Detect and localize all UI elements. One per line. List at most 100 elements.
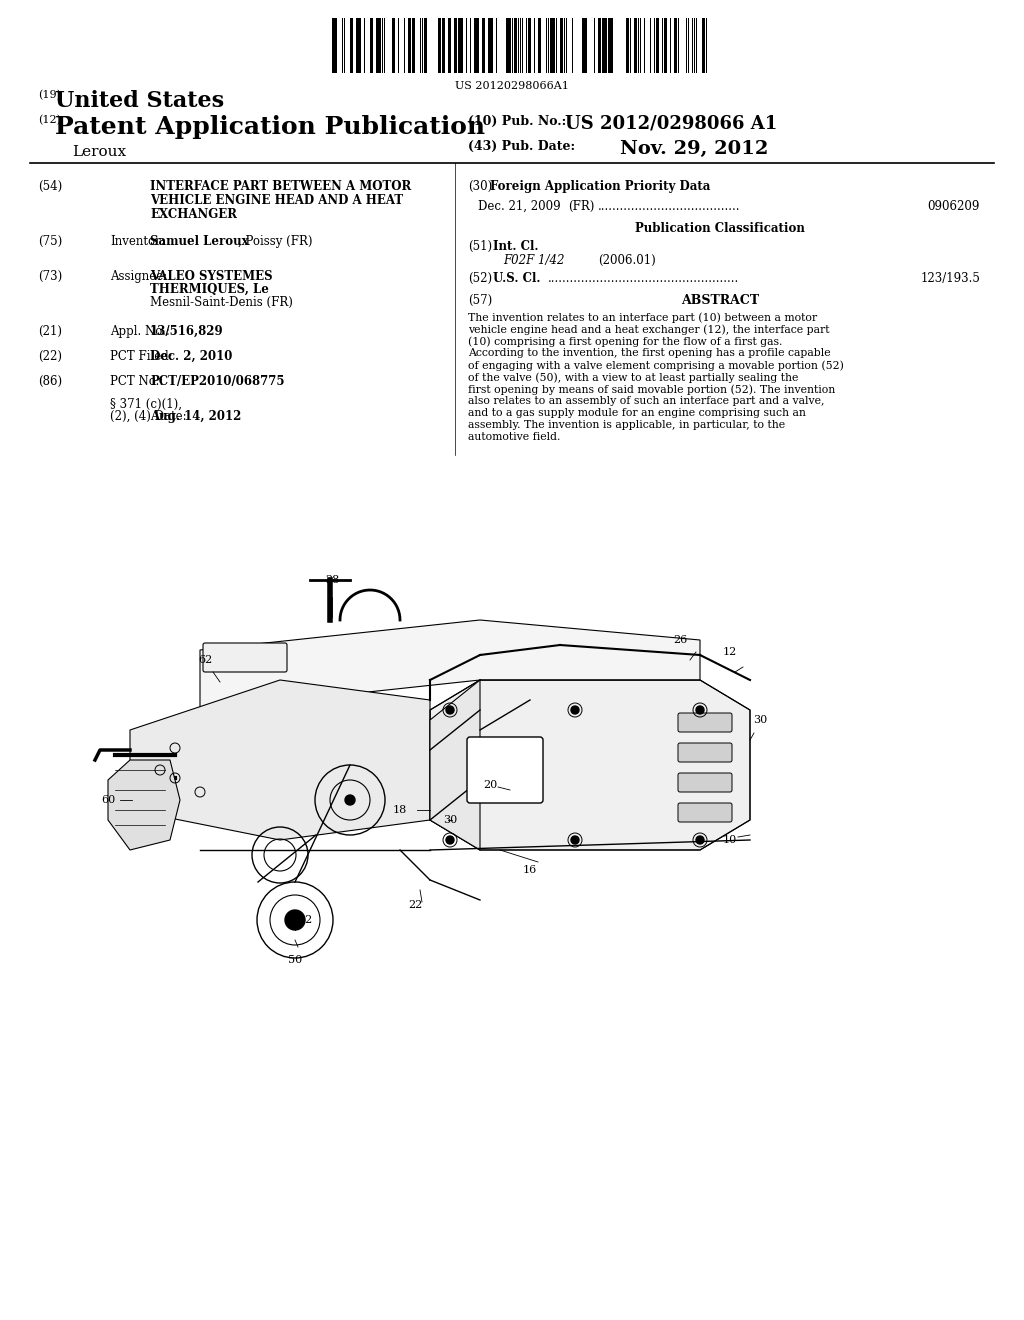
Text: § 371 (c)(1),: § 371 (c)(1),: [110, 399, 182, 411]
Bar: [416, 18, 418, 73]
Text: 26: 26: [673, 635, 687, 645]
Bar: [478, 18, 480, 73]
Text: ......................................: ......................................: [598, 201, 740, 213]
Bar: [369, 18, 371, 73]
Bar: [582, 18, 584, 73]
Text: 18: 18: [393, 805, 408, 814]
Text: of the valve (50), with a view to at least partially sealing the: of the valve (50), with a view to at lea…: [468, 372, 799, 383]
Text: 12: 12: [723, 647, 737, 657]
Bar: [458, 18, 460, 73]
Text: (10) Pub. No.:: (10) Pub. No.:: [468, 115, 566, 128]
Text: , Poissy (FR): , Poissy (FR): [238, 235, 312, 248]
Bar: [333, 18, 335, 73]
Bar: [427, 18, 429, 73]
Text: THERMIQUES, Le: THERMIQUES, Le: [150, 282, 269, 296]
Bar: [608, 18, 610, 73]
Bar: [626, 18, 629, 73]
Bar: [330, 18, 332, 73]
Bar: [406, 18, 407, 73]
Bar: [358, 18, 361, 73]
Text: (73): (73): [38, 271, 62, 282]
Text: (21): (21): [38, 325, 62, 338]
Text: (12): (12): [38, 115, 61, 125]
Text: 30: 30: [753, 715, 767, 725]
Text: (2), (4) Date:: (2), (4) Date:: [110, 411, 186, 422]
Text: 62: 62: [198, 655, 212, 665]
Text: The invention relates to an interface part (10) between a motor: The invention relates to an interface pa…: [468, 312, 817, 322]
Bar: [330, 18, 710, 73]
Bar: [454, 18, 457, 73]
Text: automotive field.: automotive field.: [468, 432, 560, 442]
Text: Mesnil-Saint-Denis (FR): Mesnil-Saint-Denis (FR): [150, 296, 293, 309]
FancyBboxPatch shape: [678, 803, 732, 822]
Text: Nov. 29, 2012: Nov. 29, 2012: [620, 140, 768, 158]
Bar: [376, 18, 378, 73]
Bar: [424, 18, 426, 73]
Text: According to the invention, the first opening has a profile capable: According to the invention, the first op…: [468, 348, 830, 358]
Bar: [402, 18, 404, 73]
Polygon shape: [430, 680, 480, 850]
FancyBboxPatch shape: [678, 713, 732, 733]
Text: 28: 28: [325, 576, 339, 585]
Text: Aug. 14, 2012: Aug. 14, 2012: [150, 411, 242, 422]
Bar: [344, 18, 346, 73]
Text: U.S. Cl.: U.S. Cl.: [493, 272, 541, 285]
Bar: [560, 18, 563, 73]
Bar: [584, 18, 586, 73]
Polygon shape: [200, 620, 700, 710]
Polygon shape: [130, 680, 430, 840]
Bar: [489, 18, 490, 73]
Bar: [438, 18, 441, 73]
Text: US 2012/0298066 A1: US 2012/0298066 A1: [565, 115, 777, 133]
Polygon shape: [430, 680, 750, 850]
Text: Inventor:: Inventor:: [110, 235, 165, 248]
Bar: [408, 18, 410, 73]
Bar: [490, 18, 492, 73]
Bar: [334, 18, 336, 73]
Bar: [604, 18, 607, 73]
Text: (54): (54): [38, 180, 62, 193]
Text: 20: 20: [483, 780, 497, 789]
Circle shape: [446, 836, 454, 843]
Bar: [474, 18, 476, 73]
FancyBboxPatch shape: [678, 743, 732, 762]
Text: Appl. No.:: Appl. No.:: [110, 325, 170, 338]
Bar: [488, 18, 490, 73]
Text: Foreign Application Priority Data: Foreign Application Priority Data: [489, 180, 711, 193]
Text: 13/516,829: 13/516,829: [150, 325, 223, 338]
Bar: [528, 18, 530, 73]
Bar: [511, 18, 513, 73]
Bar: [412, 18, 414, 73]
Text: EXCHANGER: EXCHANGER: [150, 209, 237, 220]
Circle shape: [571, 706, 579, 714]
Text: 50: 50: [288, 954, 302, 965]
Text: US 20120298066A1: US 20120298066A1: [455, 81, 569, 91]
Bar: [482, 18, 484, 73]
Text: INTERFACE PART BETWEEN A MOTOR: INTERFACE PART BETWEEN A MOTOR: [150, 180, 412, 193]
Text: Assignee:: Assignee:: [110, 271, 167, 282]
Bar: [550, 18, 552, 73]
Text: F02F 1/42: F02F 1/42: [503, 253, 564, 267]
Bar: [508, 18, 510, 73]
Text: Samuel Leroux: Samuel Leroux: [150, 235, 249, 248]
Text: Leroux: Leroux: [72, 145, 126, 158]
Circle shape: [696, 706, 705, 714]
Bar: [350, 18, 353, 73]
Text: assembly. The invention is applicable, in particular, to the: assembly. The invention is applicable, i…: [468, 420, 785, 430]
Text: Dec. 21, 2009: Dec. 21, 2009: [478, 201, 560, 213]
Text: vehicle engine head and a heat exchanger (12), the interface part: vehicle engine head and a heat exchanger…: [468, 323, 829, 334]
Circle shape: [345, 795, 355, 805]
Text: VEHICLE ENGINE HEAD AND A HEAT: VEHICLE ENGINE HEAD AND A HEAT: [150, 194, 403, 207]
Bar: [538, 18, 540, 73]
Bar: [356, 18, 358, 73]
Bar: [514, 18, 516, 73]
Bar: [500, 18, 502, 73]
Circle shape: [285, 909, 305, 931]
Bar: [610, 18, 613, 73]
Bar: [392, 18, 395, 73]
Bar: [460, 18, 463, 73]
Text: Patent Application Publication: Patent Application Publication: [55, 115, 485, 139]
Bar: [674, 18, 677, 73]
Bar: [634, 18, 637, 73]
Bar: [349, 18, 351, 73]
